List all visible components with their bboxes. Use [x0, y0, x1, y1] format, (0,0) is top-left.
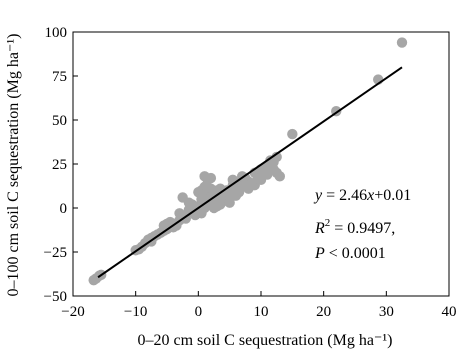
x-tick-label: 20: [316, 304, 331, 320]
x-tick-label: −10: [124, 304, 147, 320]
data-point: [274, 171, 285, 182]
x-tick-label: 40: [442, 304, 457, 320]
x-axis-title: 0–20 cm soil C sequestration (Mg ha⁻¹): [138, 332, 393, 349]
y-axis-title: 0–100 cm soil C sequestration (Mg ha⁻¹): [5, 34, 22, 297]
x-tick-label: −20: [61, 304, 84, 320]
y-tick-label: 25: [52, 157, 67, 173]
p-value-annotation: P < 0.0001: [314, 245, 386, 262]
y-tick-label: 50: [52, 113, 67, 129]
x-tick-label: 0: [195, 304, 203, 320]
regression-line: [97, 66, 403, 279]
y-tick-label: 100: [45, 25, 68, 41]
fit-layer: [97, 66, 403, 279]
data-point: [271, 151, 282, 163]
r2-annotation: R2 = 0.9497,: [314, 217, 395, 237]
data-point: [205, 172, 217, 184]
y-tick-label: 0: [60, 201, 68, 217]
equation-annotation: y = 2.46x+0.01: [313, 187, 411, 204]
data-point: [396, 37, 408, 48]
ticks-layer: −20 −10 0 10 20 30 40 100 75 50 25 0 −25 −50: [44, 25, 457, 320]
y-tick-label: −25: [44, 245, 67, 261]
x-tick-label: 10: [254, 304, 269, 320]
data-point: [168, 222, 179, 233]
x-tick-label: 30: [379, 304, 394, 320]
data-point: [224, 197, 235, 208]
y-tick-label: −50: [44, 289, 67, 305]
y-tick-label: 75: [52, 69, 67, 85]
data-point: [287, 128, 298, 140]
